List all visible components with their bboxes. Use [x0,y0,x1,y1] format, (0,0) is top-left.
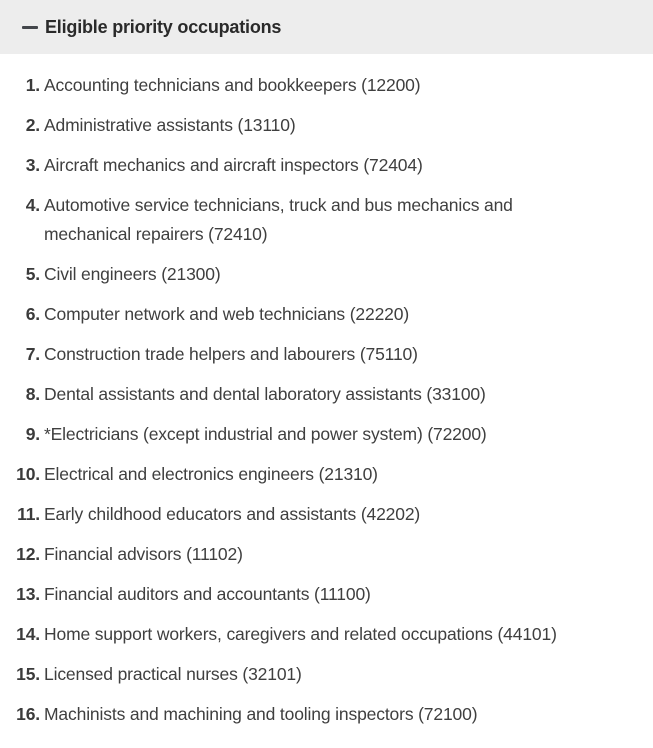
list-item: 15. Licensed practical nurses (32101) [0,660,653,689]
list-item: 1. Accounting technicians and bookkeeper… [0,71,653,100]
list-item-text: Home support workers, caregivers and rel… [44,624,557,644]
list-item-number: 3. [25,155,40,175]
list-item-number: 9. [25,424,40,444]
list-item: 8. Dental assistants and dental laborato… [0,380,653,409]
list-item-text: Administrative assistants (13110) [44,115,296,135]
accordion-title: Eligible priority occupations [45,16,282,37]
list-item: 10. Electrical and electronics engineers… [0,460,653,489]
list-item-text: Electrical and electronics engineers (21… [44,464,378,484]
accordion-header-eligible-priority-occupations[interactable]: Eligible priority occupations [0,0,653,54]
list-item: 11. Early childhood educators and assist… [0,500,653,529]
list-item: 12. Financial advisors (11102) [0,540,653,569]
list-item-number: 2. [25,115,40,135]
minus-icon[interactable] [22,19,38,35]
list-item-number: 11. [17,504,40,524]
list-item-text: Licensed practical nurses (32101) [44,664,302,684]
minus-icon-bar [22,25,38,29]
list-item-number: 15. [16,664,40,684]
occupations-list: 1. Accounting technicians and bookkeeper… [0,54,653,729]
list-item-number: 16. [16,704,40,724]
list-item-number: 6. [25,304,40,324]
list-item-text: Civil engineers (21300) [44,264,221,284]
list-item-text: Financial auditors and accountants (1110… [44,584,371,604]
list-item-number: 5. [25,264,40,284]
list-item-text: Aircraft mechanics and aircraft inspecto… [44,155,423,175]
list-item-text: Computer network and web technicians (22… [44,304,409,324]
list-item-number: 14. [16,624,40,644]
list-item: 16. Machinists and machining and tooling… [0,700,653,729]
list-item-text: Dental assistants and dental laboratory … [44,384,486,404]
list-item: 14. Home support workers, caregivers and… [0,620,653,649]
list-item-number: 1. [25,75,40,95]
list-item-number: 7. [25,344,40,364]
list-item-text: Financial advisors (11102) [44,544,243,564]
list-item: 7. Construction trade helpers and labour… [0,340,653,369]
list-item: 9. *Electricians (except industrial and … [0,420,653,449]
list-item-number: 13. [16,584,40,604]
list-item-number: 12. [16,544,40,564]
list-item: 6. Computer network and web technicians … [0,300,653,329]
list-item-text: Construction trade helpers and labourers… [44,344,418,364]
list-item: 3. Aircraft mechanics and aircraft inspe… [0,151,653,180]
list-item-text: Automotive service technicians, truck an… [44,195,513,244]
list-item-number: 8. [25,384,40,404]
list-item-text: Early childhood educators and assistants… [44,504,421,524]
list-item-text: *Electricians (except industrial and pow… [44,424,487,444]
list-item-text: Accounting technicians and bookkeepers (… [44,75,421,95]
list-item-number: 10. [16,464,40,484]
list-item-number: 4. [25,195,40,215]
list-item: 5. Civil engineers (21300) [0,260,653,289]
list-item: 13. Financial auditors and accountants (… [0,580,653,609]
list-item: 4. Automotive service technicians, truck… [0,191,653,249]
list-item-text: Machinists and machining and tooling ins… [44,704,478,724]
list-item: 2. Administrative assistants (13110) [0,111,653,140]
